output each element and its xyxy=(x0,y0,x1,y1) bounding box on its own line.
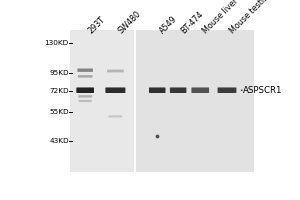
FancyBboxPatch shape xyxy=(107,70,124,72)
Text: 72KD: 72KD xyxy=(49,88,69,94)
FancyBboxPatch shape xyxy=(76,87,94,93)
FancyBboxPatch shape xyxy=(79,100,92,102)
FancyBboxPatch shape xyxy=(218,87,236,93)
FancyBboxPatch shape xyxy=(78,75,92,78)
Text: Mouse liver: Mouse liver xyxy=(201,0,240,35)
FancyBboxPatch shape xyxy=(149,87,166,93)
Text: 130KD: 130KD xyxy=(45,40,69,46)
Bar xyxy=(38,30,70,172)
Text: A549: A549 xyxy=(158,14,179,35)
Text: SW480: SW480 xyxy=(117,9,143,35)
Text: 43KD: 43KD xyxy=(49,138,69,144)
FancyBboxPatch shape xyxy=(108,115,122,117)
Text: 293T: 293T xyxy=(86,14,107,35)
Text: 95KD: 95KD xyxy=(49,70,69,76)
FancyBboxPatch shape xyxy=(191,87,209,93)
Bar xyxy=(135,30,254,172)
FancyBboxPatch shape xyxy=(77,69,93,72)
Text: Mouse testis: Mouse testis xyxy=(228,0,270,35)
FancyBboxPatch shape xyxy=(105,87,125,93)
FancyBboxPatch shape xyxy=(78,95,92,98)
Text: 55KD: 55KD xyxy=(49,109,69,115)
Text: ASPSCR1: ASPSCR1 xyxy=(243,86,282,95)
Text: BT-474: BT-474 xyxy=(179,9,205,35)
FancyBboxPatch shape xyxy=(170,87,186,93)
Bar xyxy=(254,30,270,172)
Bar xyxy=(70,30,135,172)
